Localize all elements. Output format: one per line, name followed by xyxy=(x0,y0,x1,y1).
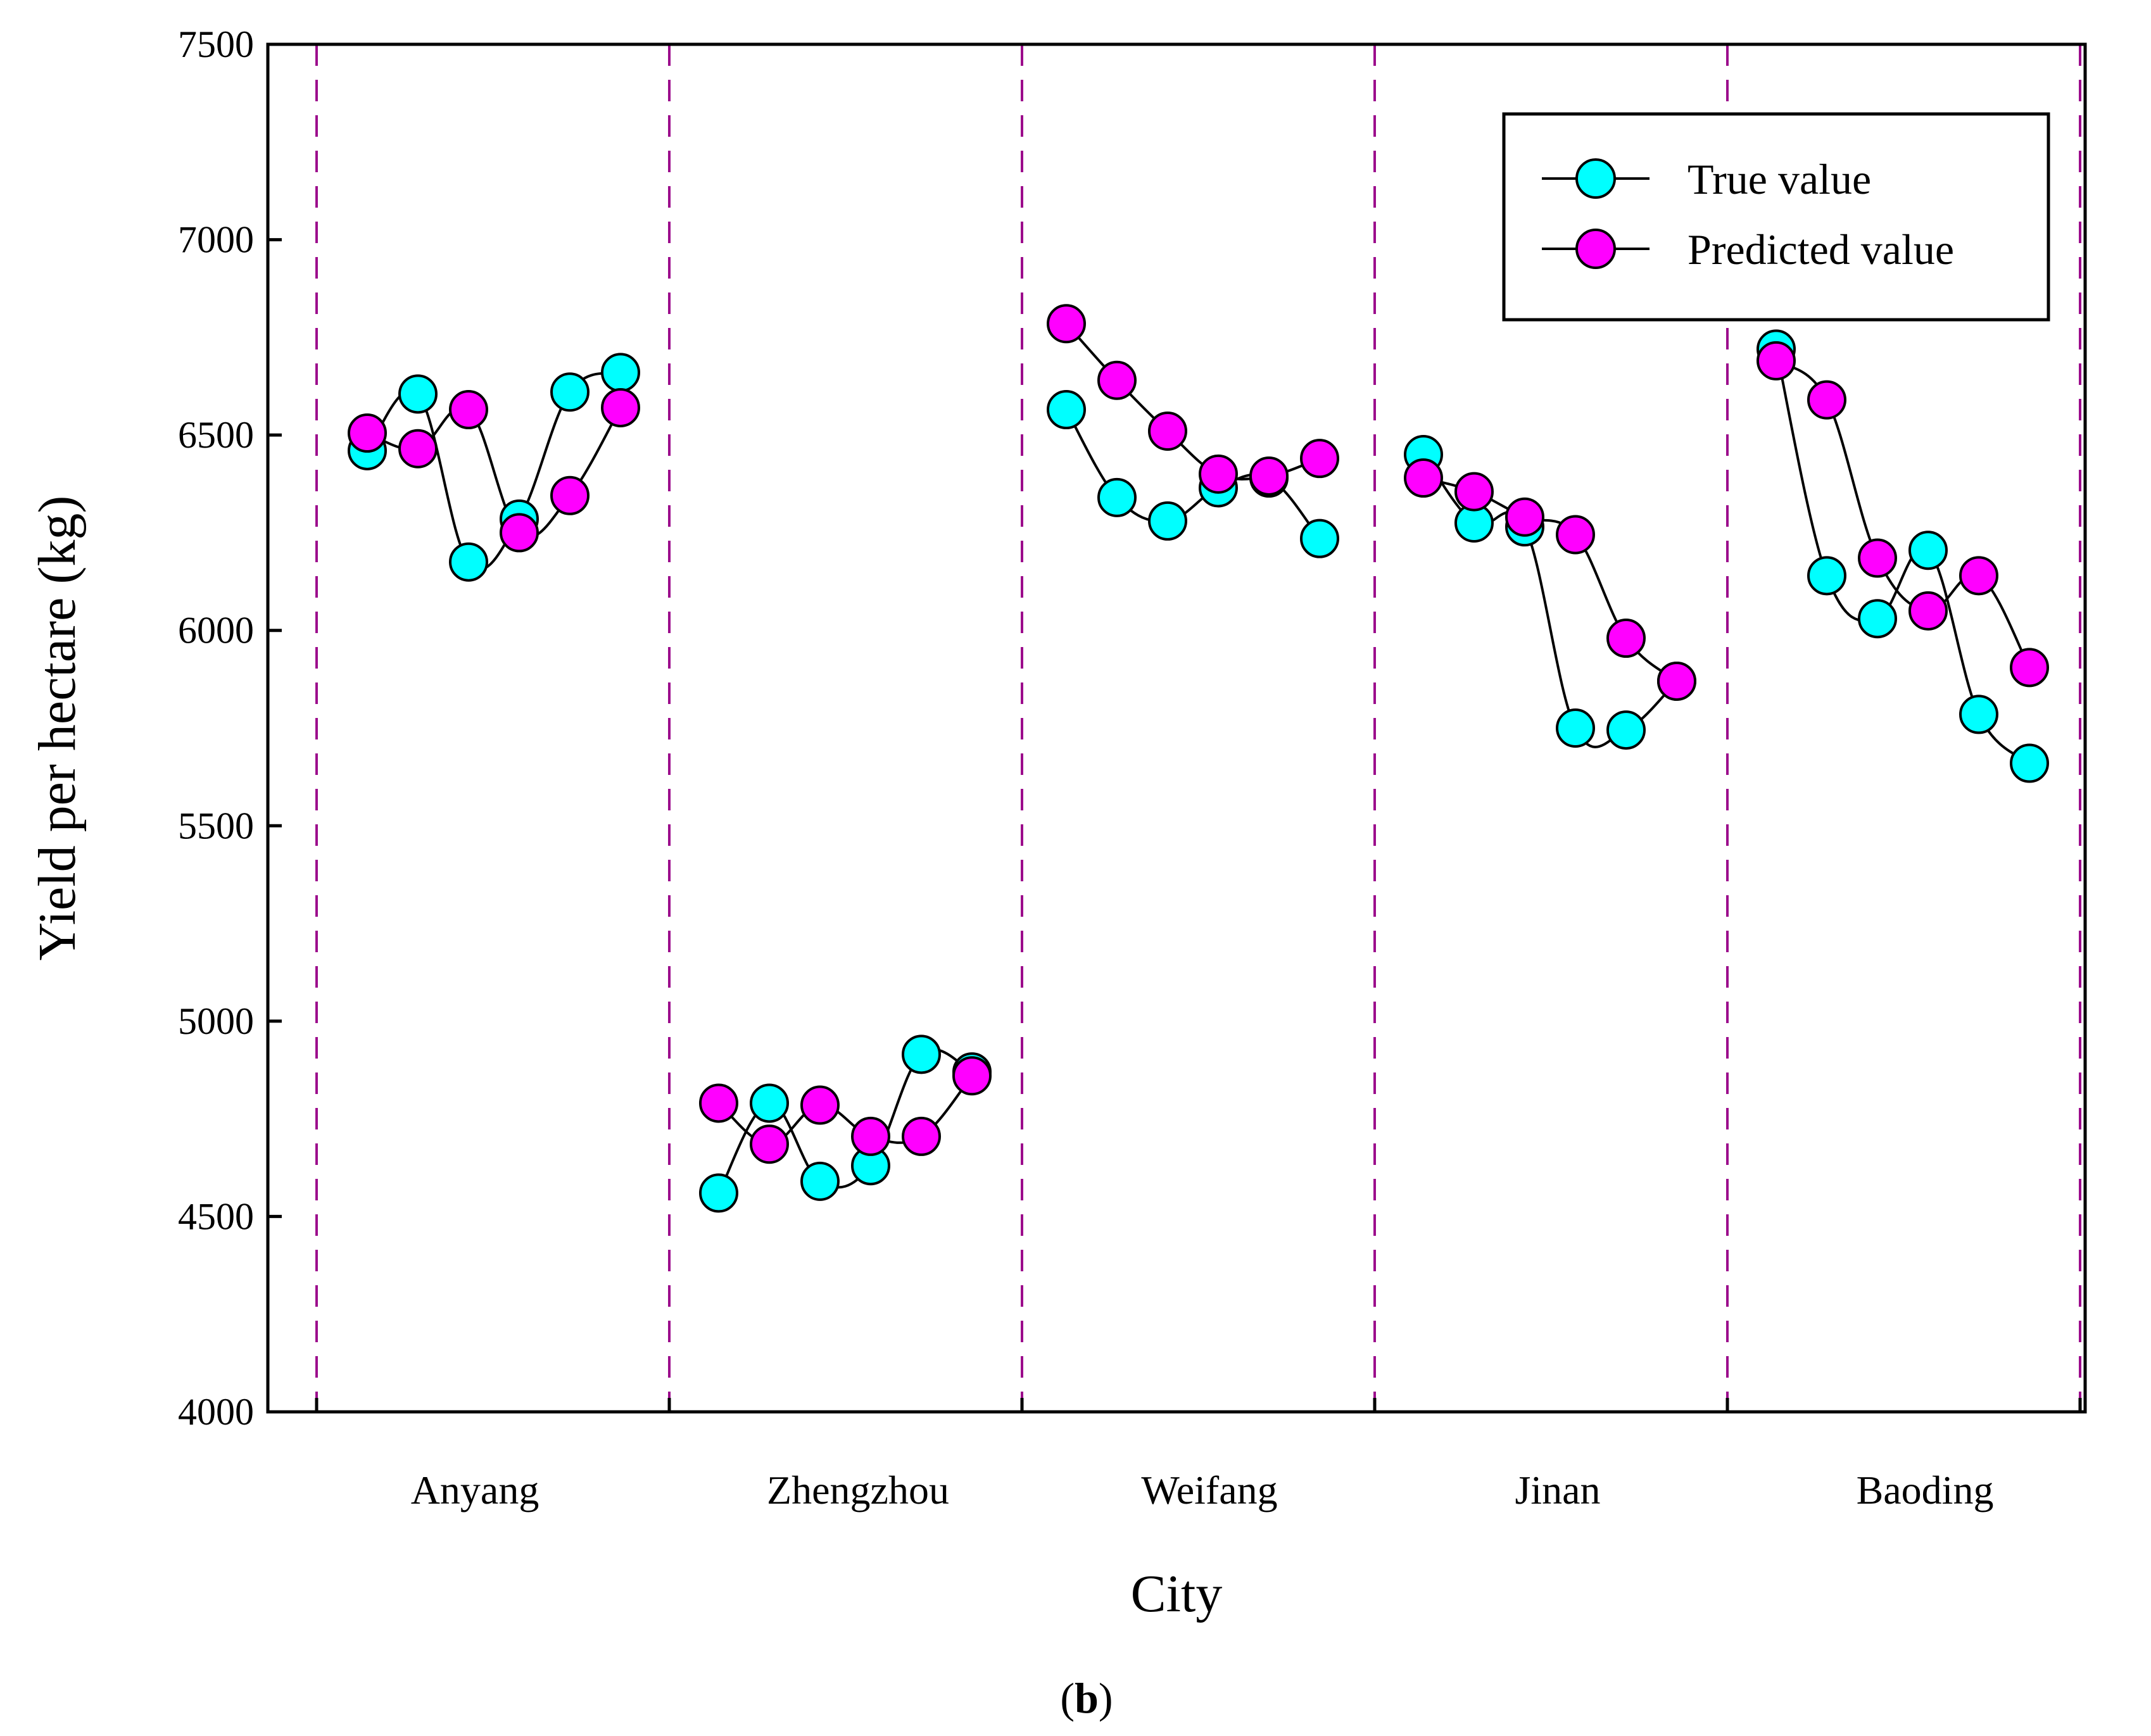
series-lines xyxy=(366,322,2031,1194)
true-point-jinan-4 xyxy=(1606,710,1646,750)
true-point-weifang-2 xyxy=(1148,501,1187,541)
predicted-point-weifang-3 xyxy=(1199,454,1238,494)
predicted-line-weifang xyxy=(1065,322,1320,481)
predicted-point-jinan-5 xyxy=(1657,661,1696,701)
legend: True value Predicted value xyxy=(1502,112,2050,322)
true-point-baoding-5 xyxy=(2010,743,2049,783)
true-point-anyang-2 xyxy=(449,542,488,582)
predicted-point-baoding-3 xyxy=(1908,591,1948,631)
y-tick-label-4000: 4000 xyxy=(178,1391,254,1433)
predicted-point-jinan-3 xyxy=(1556,515,1595,555)
predicted-point-zhengzhou-3 xyxy=(851,1116,890,1156)
y-tick-label-4500: 4500 xyxy=(178,1195,254,1237)
predicted-point-anyang-4 xyxy=(550,475,590,515)
true-point-baoding-2 xyxy=(1858,599,1897,639)
city-label-weifang: Weifang xyxy=(1141,1468,1277,1513)
predicted-point-zhengzhou-1 xyxy=(750,1124,789,1164)
true-point-baoding-1 xyxy=(1807,556,1846,596)
figure-caption: (b) xyxy=(1060,1674,1113,1722)
predicted-point-weifang-0 xyxy=(1047,304,1086,344)
predicted-point-weifang-1 xyxy=(1097,360,1137,400)
city-label-zhengzhou: Zhengzhou xyxy=(767,1468,949,1513)
series-points xyxy=(348,304,2049,1213)
predicted-point-anyang-0 xyxy=(348,413,387,453)
predicted-point-weifang-4 xyxy=(1249,456,1289,496)
plot-area-frame xyxy=(266,42,2087,1414)
y-tick-label-7000: 7000 xyxy=(178,219,254,261)
true-point-zhengzhou-2 xyxy=(800,1161,840,1201)
true-point-baoding-4 xyxy=(1959,695,1998,734)
predicted-point-jinan-1 xyxy=(1454,472,1494,512)
city-label-jinan: Jinan xyxy=(1515,1468,1600,1513)
x-axis-city-labels: Anyang Zhengzhou Weifang Jinan Baoding xyxy=(411,1468,1994,1513)
predicted-point-anyang-5 xyxy=(601,387,640,427)
caption-close-paren: ) xyxy=(1099,1674,1113,1722)
predicted-point-zhengzhou-5 xyxy=(952,1056,992,1096)
predicted-point-baoding-0 xyxy=(1757,341,1796,381)
true-point-baoding-3 xyxy=(1908,531,1948,570)
predicted-point-jinan-2 xyxy=(1505,497,1544,537)
y-tick-label-6500: 6500 xyxy=(178,414,254,456)
true-point-anyang-1 xyxy=(398,374,438,414)
y-tick-label-6000: 6000 xyxy=(178,610,254,651)
predicted-point-jinan-4 xyxy=(1606,619,1646,658)
true-point-weifang-5 xyxy=(1300,519,1339,558)
caption-letter: b xyxy=(1075,1674,1099,1722)
true-point-zhengzhou-0 xyxy=(699,1173,738,1213)
y-tick-label-5500: 5500 xyxy=(178,805,254,846)
y-axis-title: Yield per hectare (kg) xyxy=(28,496,87,961)
predicted-point-zhengzhou-4 xyxy=(902,1116,941,1156)
predicted-point-zhengzhou-0 xyxy=(699,1083,738,1123)
predicted-point-anyang-2 xyxy=(449,390,488,430)
legend-marker-predicted xyxy=(1575,229,1616,269)
city-label-anyang: Anyang xyxy=(411,1468,539,1513)
true-point-zhengzhou-1 xyxy=(750,1083,789,1123)
x-axis-title: City xyxy=(1131,1564,1223,1623)
true-point-weifang-1 xyxy=(1097,477,1137,517)
predicted-point-baoding-2 xyxy=(1858,538,1897,578)
true-point-weifang-0 xyxy=(1047,390,1086,430)
true-point-anyang-4 xyxy=(550,372,590,412)
predicted-point-weifang-5 xyxy=(1300,439,1339,479)
predicted-point-anyang-1 xyxy=(398,429,438,469)
legend-label-predicted: Predicted value xyxy=(1687,225,1954,274)
y-tick-label-7500: 7500 xyxy=(178,23,254,65)
true-point-zhengzhou-4 xyxy=(902,1035,941,1074)
legend-box xyxy=(1502,112,2050,322)
city-label-baoding: Baoding xyxy=(1857,1468,1994,1513)
predicted-point-anyang-3 xyxy=(500,513,539,553)
caption-open-paren: ( xyxy=(1060,1674,1075,1722)
y-tick-label-5000: 5000 xyxy=(178,1000,254,1042)
legend-marker-true xyxy=(1575,158,1616,199)
predicted-line-anyang xyxy=(367,405,622,539)
legend-label-true: True value xyxy=(1687,155,1871,203)
predicted-point-weifang-2 xyxy=(1148,411,1187,451)
predicted-point-jinan-0 xyxy=(1404,458,1443,498)
y-axis-ticks: 4000 4500 5000 5500 6000 6500 7000 7500 xyxy=(178,23,2082,1433)
predicted-point-zhengzhou-2 xyxy=(800,1085,840,1125)
predicted-point-baoding-1 xyxy=(1807,380,1846,420)
true-point-jinan-3 xyxy=(1556,708,1595,748)
predicted-point-baoding-4 xyxy=(1959,556,1998,596)
predicted-point-baoding-5 xyxy=(2010,648,2049,688)
true-point-anyang-5 xyxy=(601,353,640,393)
true-line-zhengzhou xyxy=(717,1048,973,1194)
